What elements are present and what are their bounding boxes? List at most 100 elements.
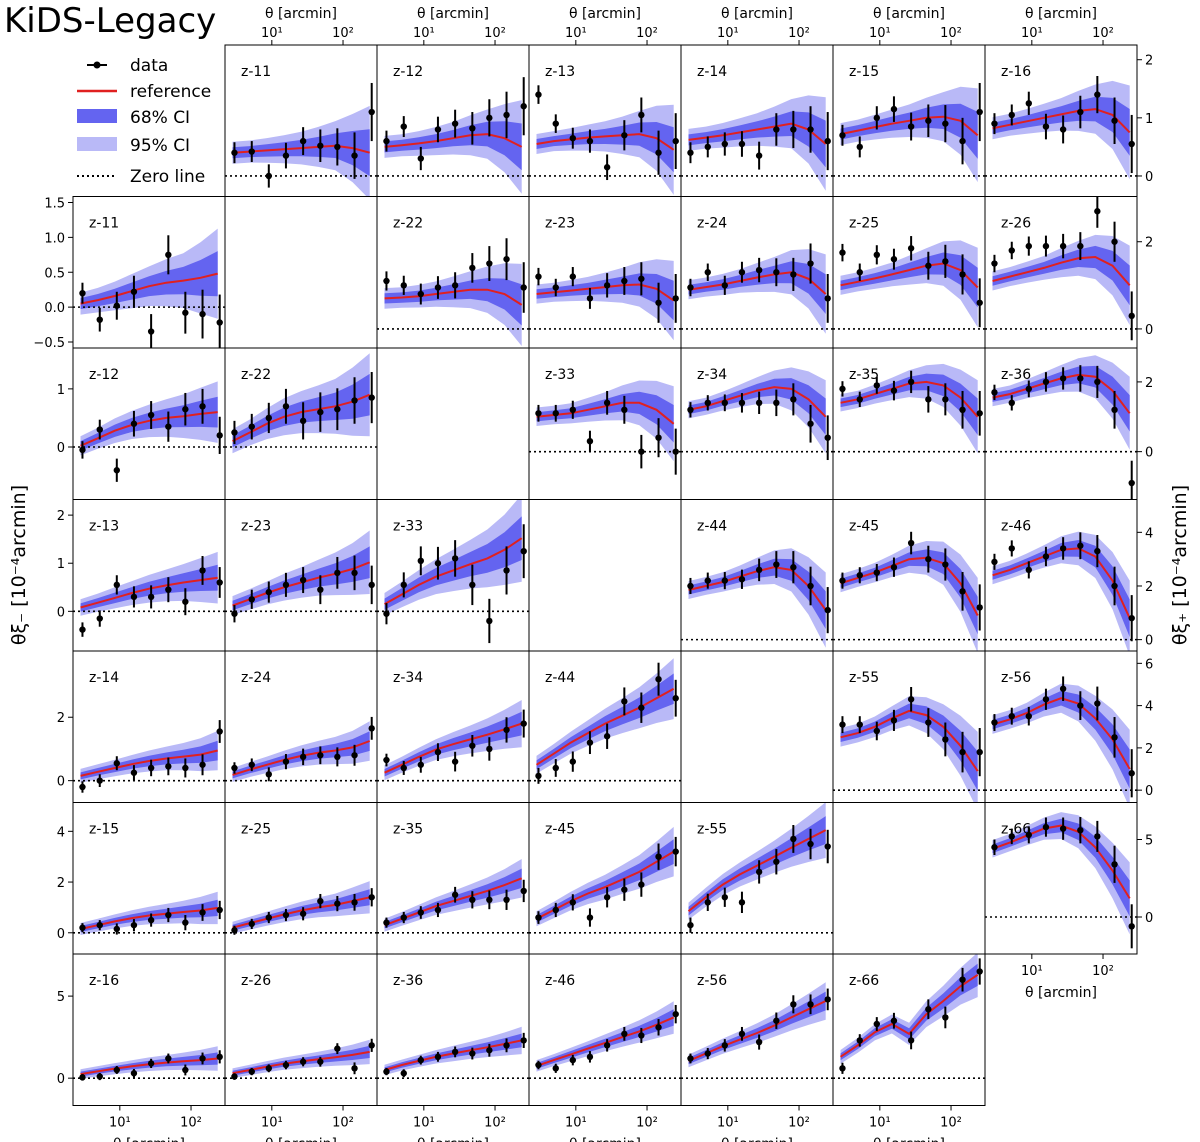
data-point bbox=[182, 919, 189, 926]
data-point bbox=[520, 284, 527, 291]
data-point bbox=[738, 269, 746, 276]
data-point bbox=[113, 1066, 120, 1074]
data-point bbox=[790, 1001, 797, 1008]
x-tick-label-top: 10² bbox=[636, 26, 658, 41]
data-point bbox=[383, 1068, 390, 1075]
panel-plot-area bbox=[529, 826, 681, 934]
data-point bbox=[165, 763, 172, 770]
y-axis-label-xi-plus: θξ₊ [10⁻⁴arcmin] bbox=[1169, 485, 1191, 645]
data-point bbox=[721, 399, 728, 407]
data-point bbox=[824, 996, 831, 1003]
y-tick-label: 2 bbox=[57, 509, 65, 524]
reference-line bbox=[688, 1000, 827, 1062]
data-point bbox=[265, 588, 272, 596]
data-point bbox=[182, 598, 189, 605]
data-point bbox=[552, 120, 559, 127]
data-point bbox=[1128, 312, 1135, 320]
data-point bbox=[400, 123, 407, 130]
y-tick-label: 0 bbox=[1145, 323, 1153, 338]
panel-plot-area bbox=[985, 812, 1137, 949]
data-point bbox=[839, 721, 846, 728]
data-point bbox=[1111, 238, 1118, 245]
data-point bbox=[586, 437, 594, 445]
x-tick-label-top: 10¹ bbox=[413, 26, 435, 41]
data-point bbox=[552, 410, 559, 417]
legend-ci68-swatch bbox=[77, 109, 117, 123]
data-point bbox=[890, 717, 898, 724]
y-tick-label: 0 bbox=[1145, 446, 1153, 461]
data-point bbox=[991, 260, 998, 267]
data-point bbox=[586, 295, 594, 302]
y-tick-label: 2 bbox=[57, 876, 65, 891]
data-point bbox=[655, 675, 662, 683]
x-axis-label-bottom: θ [arcmin] bbox=[113, 1137, 185, 1142]
data-point bbox=[839, 385, 846, 393]
data-point bbox=[1008, 833, 1015, 840]
panel-plot-area bbox=[225, 716, 377, 782]
data-point bbox=[672, 848, 679, 855]
data-point bbox=[182, 1066, 189, 1074]
panel-label: z-23 bbox=[241, 519, 271, 535]
data-point bbox=[603, 399, 611, 407]
panel-plot-area bbox=[377, 238, 529, 346]
data-point bbox=[1094, 91, 1101, 98]
data-point bbox=[672, 137, 679, 145]
data-point bbox=[520, 720, 527, 727]
panel-p-m33: z-33 bbox=[376, 499, 530, 652]
data-point bbox=[1059, 242, 1067, 250]
data-point bbox=[942, 1014, 949, 1021]
panel-plot-area bbox=[225, 82, 377, 197]
panel-plot-area bbox=[529, 259, 681, 341]
legend-reference-label: reference bbox=[130, 82, 211, 102]
data-point bbox=[603, 733, 611, 740]
x-axis-label-bottom: θ [arcmin] bbox=[569, 1137, 641, 1142]
data-point bbox=[807, 840, 814, 848]
y-tick-label: 1 bbox=[1145, 112, 1153, 127]
data-point bbox=[704, 143, 711, 151]
panel-plot-area bbox=[681, 982, 833, 1079]
data-point bbox=[959, 588, 966, 595]
data-point bbox=[182, 764, 189, 772]
data-point bbox=[113, 925, 120, 933]
data-point bbox=[824, 295, 831, 302]
data-point bbox=[991, 844, 998, 851]
reference-line bbox=[688, 386, 827, 418]
y-tick-label: 0.0 bbox=[44, 301, 65, 316]
data-point bbox=[1042, 378, 1050, 386]
ci68-band bbox=[536, 673, 674, 770]
data-point bbox=[199, 567, 206, 574]
x-axis-label-top: θ [arcmin] bbox=[721, 6, 793, 22]
data-point bbox=[856, 269, 863, 276]
data-point bbox=[334, 1045, 341, 1052]
data-point bbox=[655, 853, 662, 860]
data-point bbox=[773, 1017, 780, 1024]
data-point bbox=[147, 916, 155, 924]
data-point bbox=[807, 582, 814, 590]
panel-p-z22p: z-22 bbox=[376, 196, 530, 349]
data-point bbox=[317, 408, 324, 416]
data-point bbox=[317, 752, 324, 759]
panel-label: z-26 bbox=[241, 973, 271, 989]
panel-label: z-66 bbox=[849, 973, 879, 989]
data-point bbox=[417, 761, 424, 768]
reference-line bbox=[688, 122, 827, 145]
panel-label: z-13 bbox=[89, 519, 119, 535]
data-point bbox=[856, 572, 863, 579]
data-point bbox=[672, 1010, 679, 1018]
panel-plot-area bbox=[225, 881, 377, 935]
data-point bbox=[334, 569, 341, 577]
panel-label: z-15 bbox=[849, 64, 879, 80]
data-point bbox=[1077, 827, 1084, 834]
data-point bbox=[383, 137, 390, 145]
data-point bbox=[147, 411, 155, 419]
panel-p-z26p: z-26 0 2 bbox=[984, 196, 1153, 349]
y-tick-label: 0.5 bbox=[44, 266, 65, 281]
x-tick-label-bottom: 10² bbox=[636, 1116, 658, 1131]
legend-ci95-swatch bbox=[77, 137, 117, 151]
data-point bbox=[182, 406, 189, 413]
data-point bbox=[890, 1017, 898, 1024]
data-point bbox=[199, 310, 206, 318]
data-point bbox=[907, 123, 915, 130]
panel-p-z23p: z-23 bbox=[528, 196, 682, 349]
data-point bbox=[1008, 712, 1015, 720]
